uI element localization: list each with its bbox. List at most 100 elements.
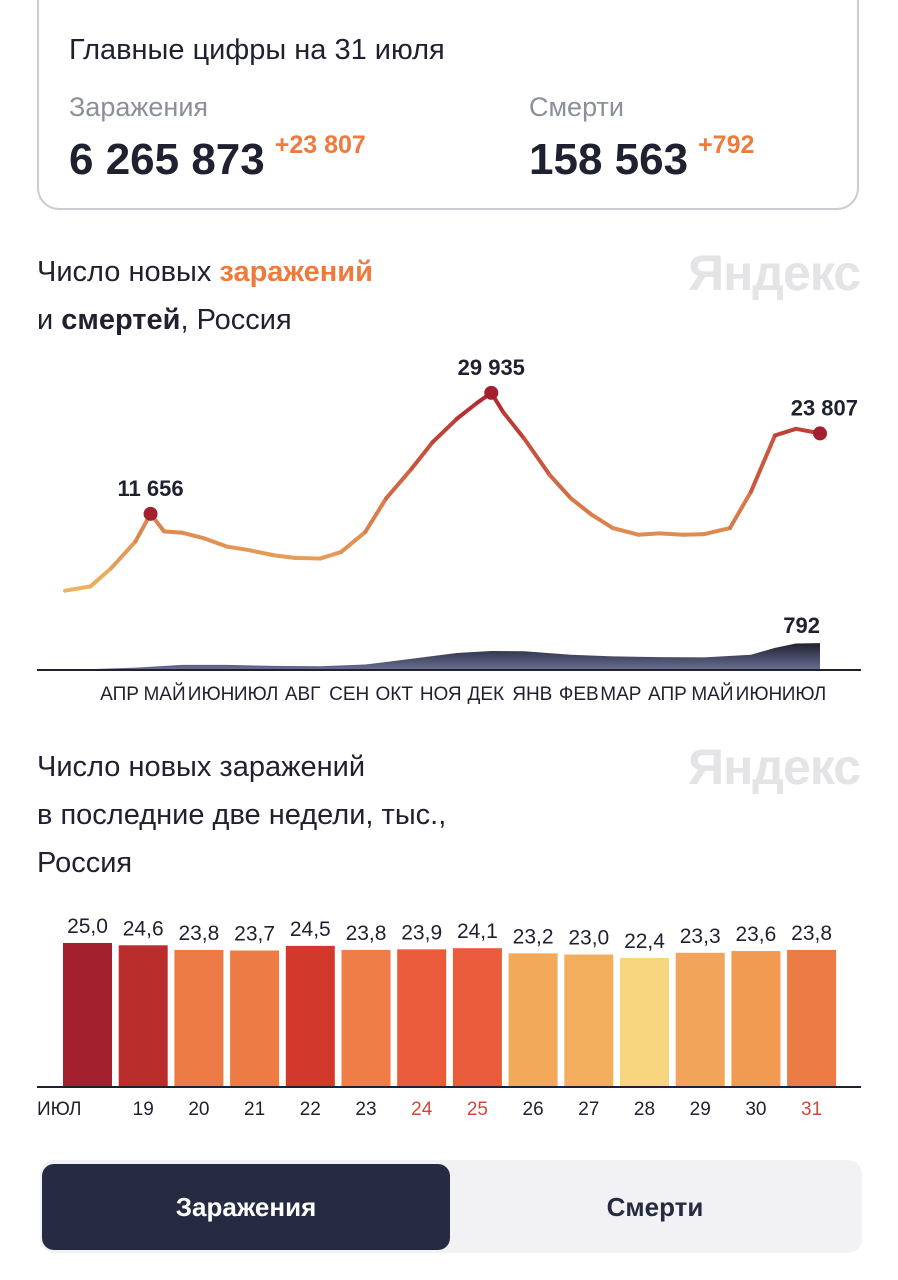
deaths-area — [65, 643, 820, 670]
infections-stat: Заражения 6 265 873 +23 807 — [69, 92, 366, 185]
bar-category-label: 31 — [801, 1099, 822, 1120]
bar-category-label: 23 — [355, 1099, 376, 1120]
summary-card: Главные цифры на 31 июля Заражения 6 265… — [37, 0, 859, 210]
month-tick-label: ОКТ — [375, 684, 413, 705]
infections-line-segment — [180, 530, 206, 541]
bar-value-label: 24,1 — [457, 920, 498, 943]
bar — [675, 952, 725, 1087]
deaths-stat: Смерти 158 563 +792 — [529, 92, 754, 185]
bar-category-label: 29 — [690, 1099, 711, 1120]
infections-line-segment — [454, 400, 480, 421]
bar — [564, 954, 614, 1087]
bar-category-label: 26 — [523, 1099, 544, 1120]
peak-marker — [484, 385, 499, 400]
peak-label: 29 935 — [458, 355, 525, 380]
month-tick-label: ИЮН — [736, 684, 783, 705]
infections-delta: +23 807 — [274, 131, 366, 159]
bar — [63, 943, 112, 1087]
month-tick-label: АПР — [648, 684, 687, 705]
bar-category-label: ИЮЛ — [37, 1099, 81, 1120]
bar-value-label: 25,0 — [67, 915, 108, 938]
metric-toggle: Заражения Смерти — [40, 1160, 862, 1253]
month-tick-label: АВГ — [285, 684, 321, 705]
bar-category-label: 20 — [188, 1099, 209, 1120]
month-tick-label: МАЙ — [691, 683, 733, 705]
bar — [118, 945, 168, 1087]
bar — [620, 957, 669, 1087]
bar — [397, 949, 447, 1087]
bar-value-label: 23,8 — [178, 922, 219, 945]
infections-line-segment — [589, 512, 615, 531]
bar-value-label: 23,3 — [680, 925, 721, 948]
title-text: , Россия — [180, 304, 292, 336]
bar-category-label: 22 — [300, 1099, 321, 1120]
bar — [787, 949, 837, 1087]
month-tick-label: МАЙ — [143, 683, 185, 705]
infections-line-segment — [246, 547, 276, 558]
infections-line-segment — [162, 529, 185, 535]
month-tick-label: ИЮН — [188, 684, 235, 705]
bar-value-label: 24,5 — [290, 918, 331, 941]
bar — [731, 951, 781, 1087]
infections-line-segment — [318, 549, 344, 561]
bar-category-label: 27 — [578, 1099, 599, 1120]
infections-line-segment — [430, 416, 459, 445]
infections-line-segment — [547, 473, 573, 501]
bar-category-label: 28 — [634, 1099, 655, 1120]
infections-line-segment — [63, 584, 93, 593]
peak-label: 11 656 — [118, 476, 184, 501]
peak-label: 23 807 — [791, 395, 858, 420]
bar-value-label: 22,4 — [624, 930, 665, 953]
infections-line-segment — [727, 489, 753, 531]
month-tick-label: АПР — [100, 684, 139, 705]
infections-line-segment — [363, 496, 389, 535]
infections-line-segment — [409, 440, 435, 471]
infections-line-segment — [657, 531, 686, 537]
title-text: Число новых — [37, 256, 220, 288]
bar-category-label: 30 — [745, 1099, 766, 1120]
infections-line-segment — [681, 532, 707, 537]
bar-value-label: 23,7 — [234, 922, 275, 945]
deaths-delta: +792 — [698, 131, 755, 159]
yandex-logo: Яндекс — [688, 245, 861, 301]
month-tick-label: НОЯ — [420, 684, 462, 705]
chart1-title: Число новых заражений и смертей, Россия — [37, 248, 373, 344]
bar — [230, 950, 280, 1087]
deaths-label: Смерти — [529, 92, 624, 122]
title-deaths: смертей — [61, 304, 181, 336]
infections-line-segment — [522, 436, 552, 478]
bar-value-label: 24,6 — [123, 917, 164, 940]
infections-line-segment — [501, 410, 527, 441]
infections-line-segment — [702, 526, 732, 537]
yandex-logo: Яндекс — [688, 739, 861, 795]
month-tick-label: СЕН — [329, 684, 369, 705]
chart2-title: Число новых заражений в последние две не… — [37, 743, 446, 887]
month-tick-label: ФЕВ — [559, 684, 599, 705]
tab-infections[interactable]: Заражения — [42, 1164, 450, 1250]
infections-line-segment — [271, 553, 297, 560]
bar-category-label: 25 — [467, 1099, 488, 1120]
bar-category-label: 21 — [244, 1099, 265, 1120]
bar-value-label: 23,9 — [401, 921, 442, 944]
month-tick-label: ИЮЛ — [782, 684, 826, 705]
peak-marker — [143, 506, 158, 521]
bar-value-label: 23,6 — [735, 923, 776, 946]
deaths-annotation: 792 — [783, 613, 820, 638]
bar-value-label: 23,8 — [346, 922, 387, 945]
infections-line-segment — [610, 526, 641, 537]
peak-marker — [813, 426, 827, 441]
infections-label: Заражения — [69, 92, 209, 122]
infections-line-segment — [339, 530, 368, 554]
bar-category-label: 19 — [133, 1099, 154, 1120]
title-text: в последние две недели, тыс., — [37, 799, 447, 831]
bar-chart: 25,0 ИЮЛ 24,6 19 23,8 20 23,7 21 24,5 22 23,8 23 23,… — [37, 915, 861, 1120]
deaths-value: 158 563 — [529, 135, 689, 184]
infections-line-segment — [384, 466, 414, 501]
title-infections: заражений — [219, 256, 373, 288]
summary-title: Главные цифры на 31 июля — [69, 34, 445, 66]
tab-deaths[interactable]: Смерти — [606, 1191, 704, 1222]
month-tick-label: ИЮЛ — [234, 684, 278, 705]
title-text: Число новых заражений — [37, 751, 366, 783]
bar-value-label: 23,2 — [513, 925, 554, 948]
